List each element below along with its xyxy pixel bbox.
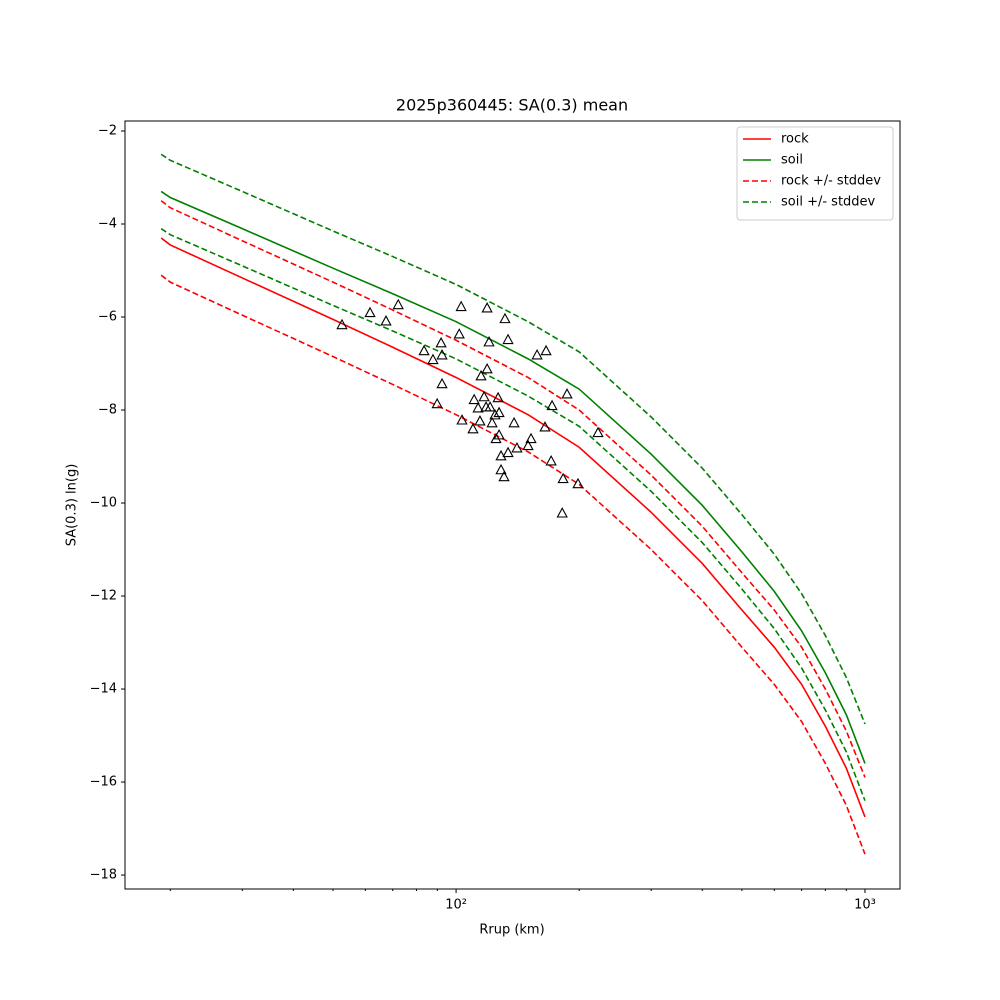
- observation-marker: [492, 391, 504, 403]
- observation-marker: [511, 441, 523, 453]
- y-tick-label: −4: [98, 217, 117, 232]
- series-line: [160, 237, 866, 818]
- observation-marker: [493, 406, 505, 418]
- observation-marker: [545, 455, 557, 466]
- observation-marker: [475, 369, 487, 381]
- series-line: [160, 274, 866, 855]
- observation-marker: [508, 416, 520, 428]
- observation-marker: [436, 348, 448, 360]
- legend-label: rock +/- stddev: [781, 174, 881, 189]
- observation-marker: [481, 302, 493, 313]
- series-line: [160, 227, 866, 801]
- y-tick-label: −16: [90, 775, 117, 790]
- series-line: [160, 190, 866, 764]
- series-line: [160, 200, 866, 778]
- y-tick-label: −10: [90, 496, 117, 511]
- observation-marker: [427, 353, 439, 365]
- x-tick-label: 10³: [854, 898, 876, 913]
- observation-marker: [498, 470, 510, 482]
- y-tick-label: −12: [90, 589, 117, 604]
- y-tick-label: −14: [90, 682, 117, 697]
- observation-marker: [336, 318, 348, 330]
- observation-marker: [380, 315, 392, 326]
- y-axis-label: SA(0.3) ln(g): [65, 464, 80, 547]
- observation-marker: [493, 428, 505, 440]
- observation-marker: [556, 507, 568, 518]
- x-axis-label: Rrup (km): [479, 923, 544, 938]
- observation-marker: [489, 408, 501, 420]
- observation-marker: [525, 432, 537, 444]
- axes-frame: [124, 120, 901, 890]
- y-tick-label: −2: [98, 123, 117, 138]
- observation-marker: [472, 402, 484, 413]
- legend-label: rock: [781, 132, 809, 147]
- observation-marker: [431, 397, 443, 409]
- observation-marker: [561, 388, 573, 399]
- observation-marker: [455, 300, 467, 312]
- observation-marker: [531, 348, 543, 360]
- observation-marker: [483, 335, 495, 347]
- legend-box: [736, 126, 894, 221]
- observation-marker: [522, 439, 534, 451]
- observation-marker: [436, 377, 448, 389]
- legend-label: soil: [781, 153, 803, 168]
- observation-marker: [478, 390, 490, 402]
- y-tick-label: −6: [98, 310, 117, 325]
- observation-marker: [467, 422, 479, 434]
- legend-label: soil +/- stddev: [781, 195, 876, 210]
- observation-marker: [540, 344, 552, 356]
- observation-marker: [456, 414, 468, 425]
- chart-title: 2025p360445: SA(0.3) mean: [396, 96, 628, 115]
- y-tick-label: −8: [98, 403, 117, 418]
- observation-marker: [539, 421, 551, 432]
- observation-marker: [364, 306, 376, 318]
- observation-marker: [502, 446, 514, 458]
- series-line: [160, 153, 866, 725]
- observation-marker: [418, 344, 430, 356]
- y-tick-label: −18: [90, 868, 117, 883]
- observation-marker: [484, 401, 496, 412]
- observation-marker: [481, 362, 493, 374]
- observation-marker: [495, 463, 507, 475]
- observation-marker: [502, 333, 514, 345]
- observation-marker: [546, 399, 558, 411]
- observation-marker: [557, 472, 569, 484]
- observation-marker: [392, 298, 404, 310]
- observation-marker: [468, 393, 480, 405]
- x-tick-label: 10²: [445, 898, 467, 913]
- observation-marker: [453, 328, 465, 339]
- plot-area: [160, 153, 866, 855]
- observation-marker: [435, 336, 447, 348]
- observation-marker: [490, 432, 502, 444]
- observation-marker: [499, 312, 511, 324]
- observation-marker: [474, 415, 486, 426]
- observation-marker: [592, 426, 604, 438]
- observation-marker: [486, 416, 498, 428]
- observation-marker: [572, 477, 584, 489]
